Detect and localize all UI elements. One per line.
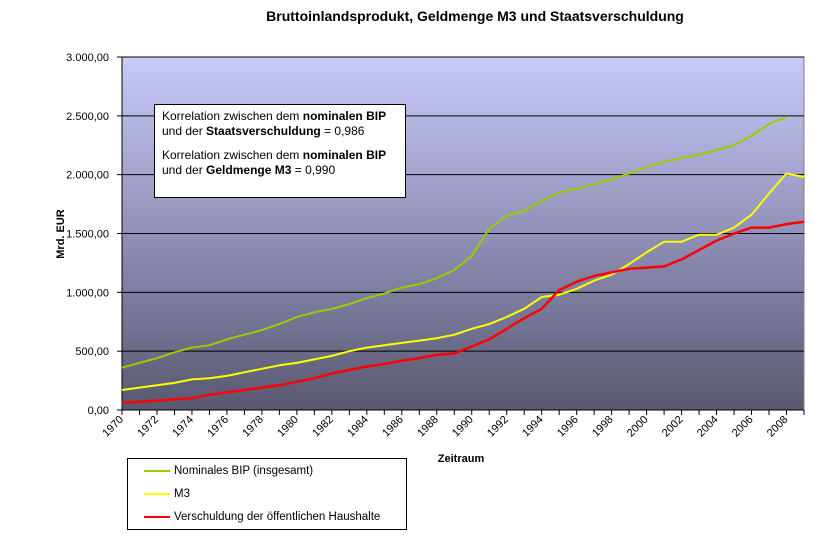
y-tick-label: 2.000,00 — [66, 170, 109, 182]
legend-item-bip: Nominales BIP (insgesamt) — [144, 464, 313, 478]
x-tick-label: 2002 — [660, 414, 686, 440]
legend-swatch — [144, 493, 170, 495]
legend-label: Verschuldung der öffentlichen Haushalte — [174, 511, 381, 523]
legend-swatch — [144, 470, 170, 472]
legend: Nominales BIP (insgesamt) M3 Verschuldun… — [127, 458, 407, 530]
chart-title: Bruttoinlandsprodukt, Geldmenge M3 und S… — [266, 8, 684, 24]
annotation-value: = 0,990 — [291, 163, 336, 177]
x-tick-label: 1978 — [240, 414, 266, 440]
x-tick-label: 1982 — [310, 414, 336, 440]
x-tick-label: 1984 — [345, 414, 371, 440]
x-tick-label: 2008 — [765, 414, 791, 440]
x-tick-label: 1992 — [485, 414, 511, 440]
x-tick-label: 1994 — [520, 414, 546, 440]
annotation-text: und der — [162, 163, 207, 177]
x-tick-label: 1998 — [590, 414, 616, 440]
x-tick-label: 1980 — [275, 414, 301, 440]
y-tick-label: 2.500,00 — [66, 111, 109, 123]
annotation-bold: Staatsverschuldung — [206, 124, 321, 138]
y-axis-label: Mrd. EUR — [55, 209, 67, 259]
correlation-annotation: Korrelation zwischen dem nominalen BIP u… — [154, 104, 406, 198]
x-axis-label: Zeitraum — [438, 453, 485, 465]
series-line-m3 — [121, 172, 805, 391]
y-tick-label: 3.000,00 — [66, 52, 109, 64]
series-line-bip — [121, 116, 787, 369]
x-tick-label: 1990 — [450, 414, 476, 440]
x-tick-label: 2004 — [695, 414, 721, 440]
annotation-bold: nominalen BIP — [302, 148, 387, 162]
annotation-bold: nominalen BIP — [302, 109, 387, 123]
series-line-debt — [121, 220, 805, 405]
y-tick-label: 1.000,00 — [66, 287, 109, 299]
legend-item-m3: M3 — [144, 487, 190, 501]
x-tick-label: 1974 — [170, 414, 196, 440]
legend-label: M3 — [174, 488, 190, 500]
x-tick-label: 1988 — [415, 414, 441, 440]
annotation-text: und der — [162, 124, 207, 138]
legend-item-debt: Verschuldung der öffentlichen Haushalte — [144, 510, 380, 524]
annotation-text: Korrelation zwischen dem — [162, 109, 303, 123]
x-tick-label: 1970 — [100, 414, 126, 440]
y-tick-label: 0,00 — [88, 405, 109, 417]
x-tick-label: 2000 — [625, 414, 651, 440]
annotation-value: = 0,986 — [320, 124, 365, 138]
x-tick-label: 1996 — [555, 414, 581, 440]
x-tick-label: 1986 — [380, 414, 406, 440]
legend-swatch — [144, 516, 170, 518]
x-tick-label: 1976 — [205, 414, 231, 440]
y-tick-label: 500,00 — [75, 346, 109, 358]
y-tick-label: 1.500,00 — [66, 229, 109, 241]
x-tick-label: 2006 — [730, 414, 756, 440]
x-tick-label: 1972 — [135, 414, 161, 440]
legend-label: Nominales BIP (insgesamt) — [174, 465, 314, 477]
annotation-bold: Geldmenge M3 — [206, 163, 292, 177]
annotation-text: Korrelation zwischen dem — [162, 148, 303, 162]
